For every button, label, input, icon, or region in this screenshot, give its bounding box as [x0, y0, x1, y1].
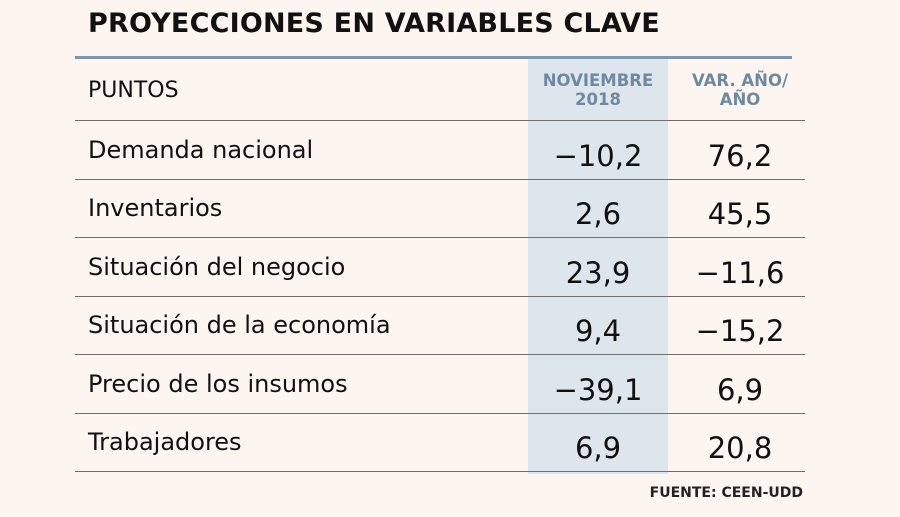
row-label: Trabajadores	[88, 428, 242, 457]
table-row: Inventarios 2,6 45,5	[75, 180, 805, 238]
table-header-row: PUNTOS NOVIEMBRE 2018 VAR. AÑO/ AÑO	[75, 59, 805, 121]
row-label: Demanda nacional	[88, 135, 314, 164]
row-label: Inventarios	[88, 194, 223, 223]
value-noviembre-2018: 2,6	[574, 197, 622, 232]
table-row: Situación de la economía 9,4 −15,2	[75, 297, 805, 355]
header-var-line2: AÑO	[719, 89, 761, 109]
row-label: Situación del negocio	[88, 252, 346, 281]
table-row: Trabajadores 6,9 20,8	[75, 414, 805, 472]
value-noviembre-2018: 6,9	[574, 431, 622, 466]
table-row: Situación del negocio 23,9 −11,6	[75, 238, 805, 297]
row-label: Precio de los insumos	[88, 369, 348, 398]
table-title: PROYECCIONES EN VARIABLES CLAVE	[88, 8, 660, 39]
header-var-ano: VAR. AÑO/ AÑO	[675, 59, 805, 120]
top-rule	[75, 56, 792, 59]
table-row: Demanda nacional −10,2 76,2	[75, 121, 805, 180]
header-noviembre-line2: 2018	[575, 89, 621, 109]
header-var-line1: VAR. AÑO/	[691, 70, 789, 90]
value-var-ano: 76,2	[707, 138, 773, 173]
value-noviembre-2018: −10,2	[553, 138, 643, 173]
value-var-ano: 6,9	[716, 372, 764, 407]
value-var-ano: 45,5	[707, 197, 773, 232]
value-var-ano: −15,2	[695, 314, 785, 349]
source-note: FUENTE: CEEN-UDD	[649, 485, 803, 501]
value-var-ano: 20,8	[707, 431, 773, 466]
value-var-ano: −11,6	[695, 255, 785, 290]
table-row: Precio de los insumos −39,1 6,9	[75, 355, 805, 414]
highlighted-column-background	[528, 59, 668, 474]
row-label: Situación de la economía	[88, 311, 391, 340]
value-noviembre-2018: −39,1	[553, 372, 643, 407]
header-label-puntos: PUNTOS	[88, 78, 179, 103]
header-noviembre-line1: NOVIEMBRE	[542, 70, 654, 90]
value-noviembre-2018: 23,9	[565, 255, 631, 290]
data-table: PUNTOS NOVIEMBRE 2018 VAR. AÑO/ AÑO Dema…	[75, 59, 805, 472]
header-noviembre-2018: NOVIEMBRE 2018	[528, 59, 668, 120]
value-noviembre-2018: 9,4	[574, 314, 622, 349]
